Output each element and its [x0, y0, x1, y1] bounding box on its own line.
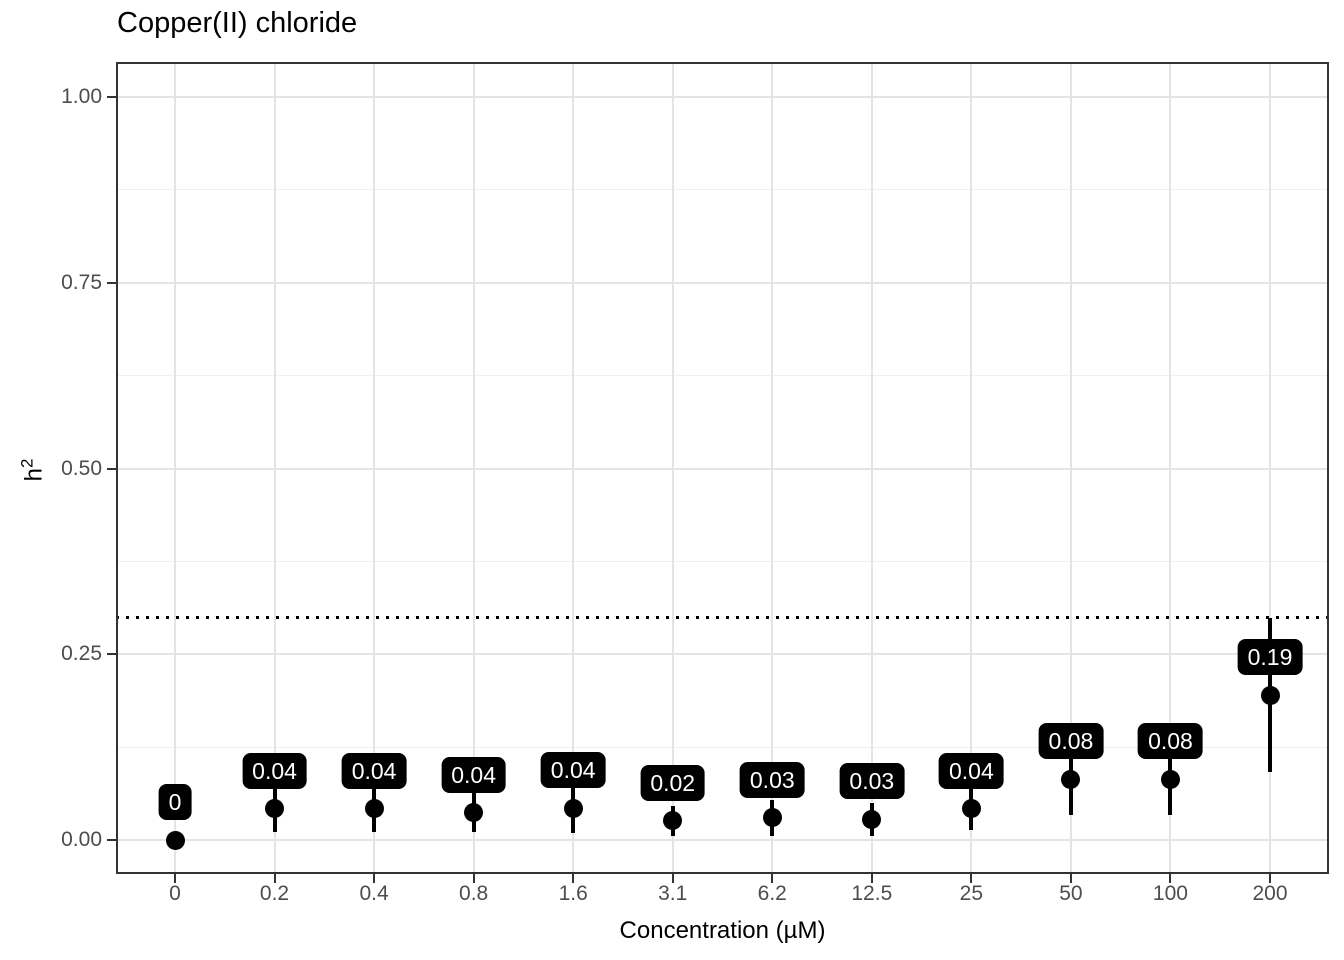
x-tick [1069, 874, 1072, 883]
h-gridline-minor [116, 560, 1329, 562]
x-tick [970, 874, 973, 883]
data-point [961, 799, 981, 819]
value-label: 0.02 [640, 764, 706, 801]
v-gridline [373, 62, 376, 874]
x-tick [671, 874, 674, 883]
v-gridline [671, 62, 674, 874]
data-point [1260, 685, 1280, 705]
data-point [1061, 769, 1081, 789]
y-tick [107, 839, 116, 841]
h-gridline-major [116, 467, 1329, 470]
value-label: 0.03 [839, 763, 905, 800]
x-tick [472, 874, 475, 883]
value-label: 0 [158, 784, 192, 820]
x-tick [1269, 874, 1271, 883]
x-tick-label: 200 [1252, 882, 1288, 905]
x-tick [273, 874, 276, 883]
value-label: 0.04 [938, 752, 1004, 789]
value-label: 0.08 [1138, 723, 1203, 760]
data-point [563, 798, 583, 818]
x-tick-label: 50 [1059, 882, 1083, 905]
value-label: 0.04 [341, 752, 407, 789]
y-tick [107, 467, 116, 470]
x-tick [870, 874, 873, 883]
h-gridline-minor [116, 375, 1329, 377]
x-tick [373, 874, 376, 883]
x-tick-label: 3.1 [658, 882, 688, 905]
v-gridline [870, 62, 873, 874]
h-gridline-minor [116, 189, 1329, 191]
y-tick [107, 96, 116, 98]
v-gridline [1269, 62, 1271, 874]
x-tick-label: 0.8 [459, 882, 489, 905]
y-tick [107, 281, 116, 284]
x-axis-title: Concentration (µM) [619, 917, 826, 944]
data-point [862, 809, 882, 829]
h-gridline-minor [116, 746, 1329, 748]
value-label: 0.04 [540, 752, 606, 789]
threshold-line [116, 615, 1329, 619]
x-tick [572, 874, 575, 883]
v-gridline [771, 62, 774, 874]
y-tick-label: 0.50 [61, 456, 102, 480]
x-tick-label: 100 [1152, 882, 1188, 905]
plot-title: Copper(II) chloride [117, 7, 358, 39]
v-gridline [472, 62, 475, 874]
v-gridline [1169, 62, 1172, 874]
data-point [265, 799, 285, 819]
v-gridline [970, 62, 973, 874]
x-tick-label: 1.6 [558, 882, 588, 905]
data-point [762, 808, 782, 828]
y-tick-label: 1.00 [61, 85, 102, 108]
value-label: 0.04 [441, 756, 507, 793]
h-gridline-major [116, 653, 1329, 656]
y-tick [107, 653, 116, 656]
x-tick-label: 6.2 [757, 882, 787, 905]
y-tick-label: 0.75 [61, 270, 102, 294]
x-tick [771, 874, 774, 883]
value-label: 0.03 [739, 761, 805, 798]
v-gridline [174, 62, 176, 874]
value-label: 0.04 [242, 752, 307, 789]
h-gridline-major [116, 96, 1329, 98]
v-gridline [273, 62, 276, 874]
x-tick-label: 12.5 [851, 882, 893, 905]
x-tick-label: 25 [959, 882, 984, 905]
h-gridline-major [116, 281, 1329, 284]
plot-panel: 0 0.04 0.04 0.04 0.04 0.02 0.03 0.03 0.04 0.08 0.0… [116, 62, 1329, 874]
v-gridline [1069, 62, 1072, 874]
h-gridline-major [116, 839, 1329, 841]
x-tick-label: 0 [169, 882, 181, 905]
value-label: 0.08 [1038, 723, 1104, 760]
value-label: 0.19 [1237, 639, 1303, 676]
v-gridline [572, 62, 575, 874]
x-tick [1169, 874, 1172, 883]
data-point [165, 830, 185, 850]
data-point [663, 811, 683, 831]
y-tick-label: 0.25 [61, 642, 102, 666]
y-tick-label: 0.00 [61, 828, 102, 851]
x-tick [174, 874, 176, 883]
x-tick-label: 0.2 [259, 882, 290, 905]
data-point [1160, 769, 1180, 789]
data-point [364, 799, 384, 819]
data-point [464, 803, 484, 822]
x-tick-label: 0.4 [359, 882, 389, 905]
